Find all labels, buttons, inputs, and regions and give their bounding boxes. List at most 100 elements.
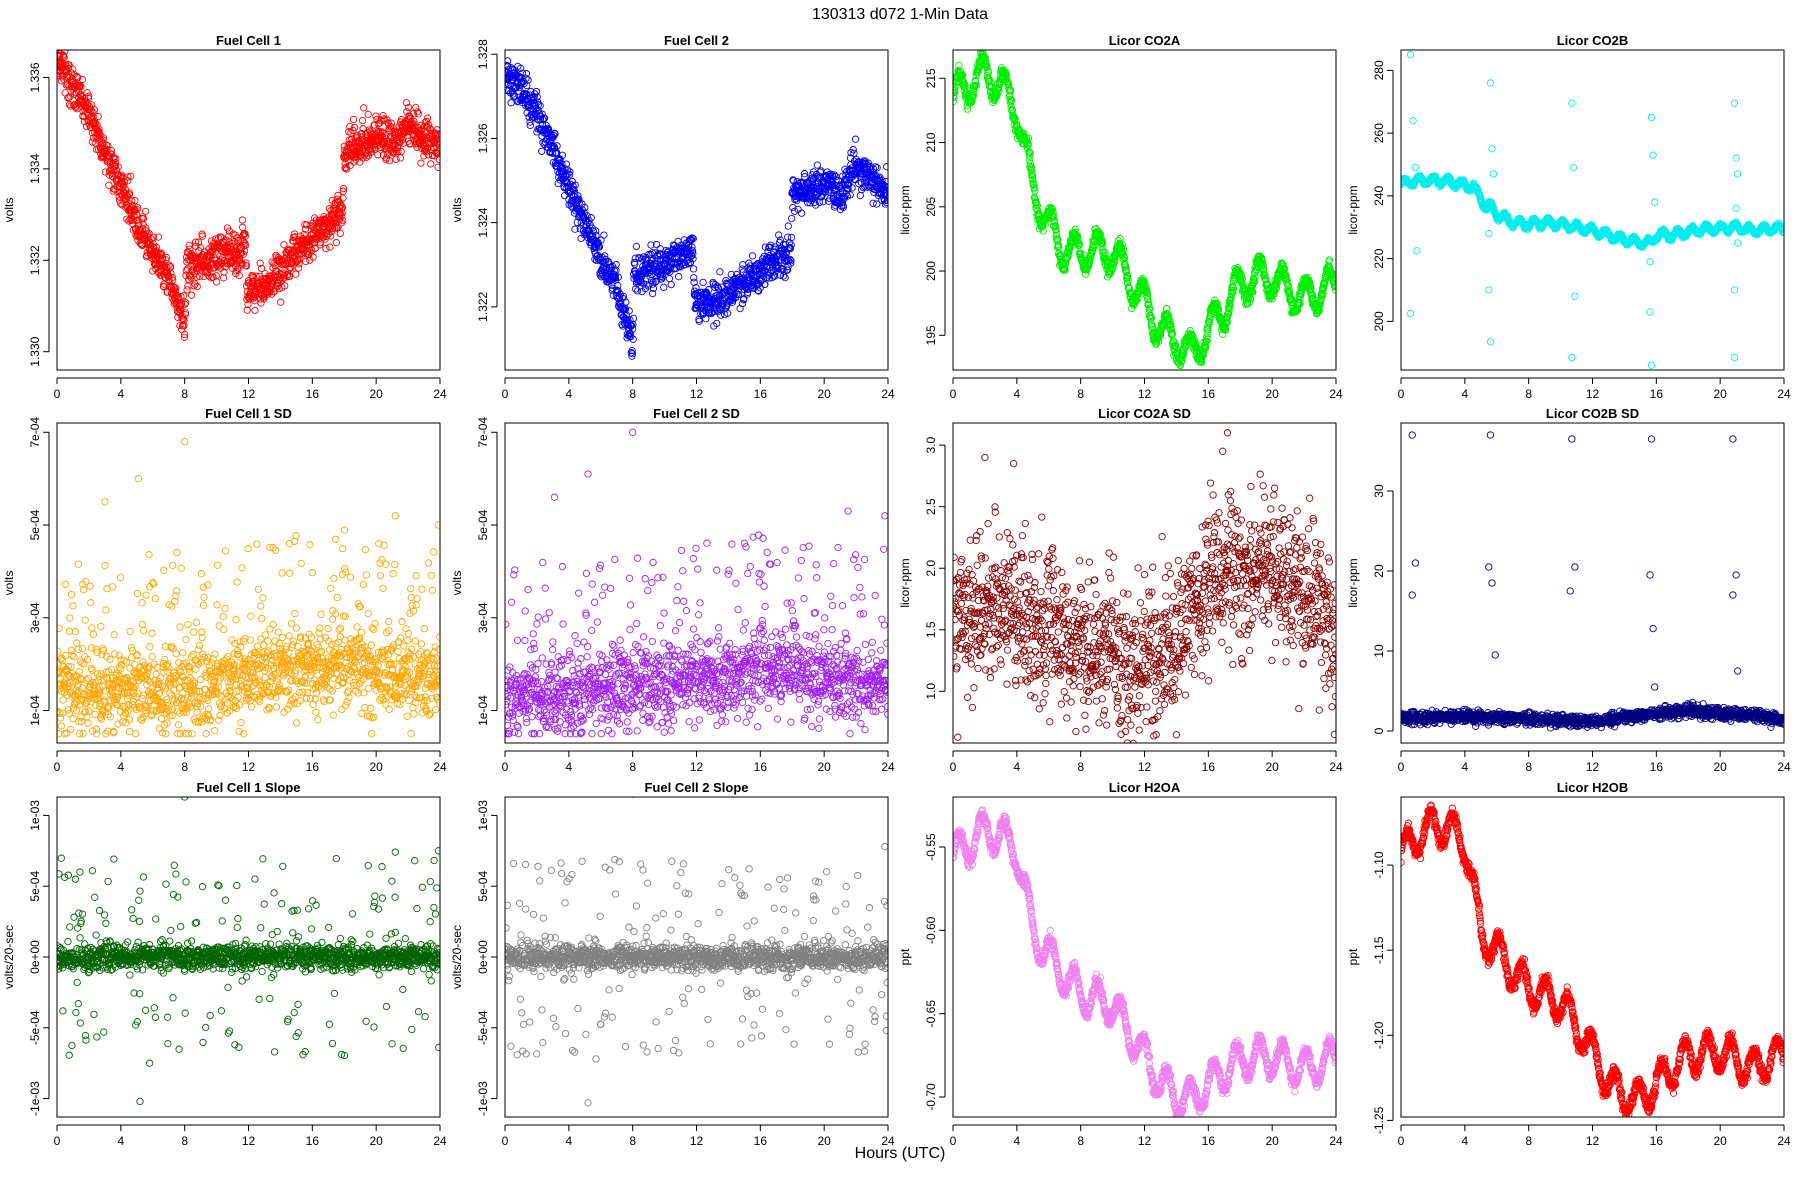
x-tick-label: 0 xyxy=(950,387,957,401)
data-point xyxy=(80,117,89,126)
x-tick-label: 16 xyxy=(306,387,320,401)
data-point xyxy=(326,243,334,251)
data-point xyxy=(1147,314,1156,322)
data-point xyxy=(1223,318,1231,327)
data-point xyxy=(397,147,405,156)
data-point xyxy=(165,261,173,269)
data-point xyxy=(614,282,622,290)
data-point xyxy=(629,314,638,323)
data-point xyxy=(59,52,68,60)
data-point xyxy=(1230,287,1238,295)
data-point xyxy=(1250,277,1258,285)
y-tick-label: 195 xyxy=(924,325,938,345)
data-point xyxy=(62,68,70,77)
data-point xyxy=(386,122,394,131)
data-point xyxy=(241,232,249,240)
data-point xyxy=(689,234,697,243)
data-point xyxy=(873,200,881,208)
data-point xyxy=(638,255,646,263)
data-point xyxy=(873,164,881,172)
data-point xyxy=(154,249,162,258)
data-point xyxy=(280,241,288,249)
panel-fc2: Fuel Cell 20 4 8 12 16 20 241.3221.3241.3261.3… xyxy=(450,33,895,401)
data-point xyxy=(1315,306,1323,315)
y-tick-label: 1.322 xyxy=(476,292,490,322)
x-axis: 0 4 8 12 16 20 24 xyxy=(950,377,1343,401)
data-point xyxy=(67,102,75,110)
data-point xyxy=(646,273,654,281)
data-point xyxy=(1305,278,1314,286)
data-point xyxy=(1171,341,1180,350)
data-point xyxy=(660,283,668,291)
data-point xyxy=(238,216,247,224)
data-point xyxy=(240,247,249,255)
data-point xyxy=(69,65,77,73)
data-point xyxy=(385,157,394,165)
data-point xyxy=(1297,289,1305,298)
figure-title: 130313 d072 1-Min Data xyxy=(812,6,988,23)
data-point xyxy=(625,307,633,315)
data-point xyxy=(320,225,328,234)
data-point xyxy=(206,265,214,273)
y-axis-label: licor-ppm xyxy=(898,185,912,234)
data-point xyxy=(294,264,303,272)
data-point xyxy=(991,92,1000,100)
data-point xyxy=(553,142,561,150)
data-point xyxy=(198,232,207,240)
data-point xyxy=(1213,299,1221,308)
x-tick-label: 4 xyxy=(117,387,124,401)
data-point xyxy=(374,151,382,159)
data-point xyxy=(1090,242,1098,250)
data-point xyxy=(189,265,198,273)
data-point xyxy=(627,321,636,330)
data-point xyxy=(65,93,73,101)
data-point xyxy=(1221,326,1230,334)
y-tick-label: 1.330 xyxy=(28,336,42,366)
data-point xyxy=(667,280,675,289)
data-point xyxy=(147,235,155,243)
data-point xyxy=(869,199,877,207)
data-point xyxy=(215,234,223,242)
data-point xyxy=(256,259,264,267)
data-point xyxy=(435,141,440,149)
data-point xyxy=(510,92,519,100)
data-point xyxy=(167,269,175,277)
data-point xyxy=(1168,330,1177,338)
data-point xyxy=(1035,210,1043,218)
data-point xyxy=(333,195,341,203)
data-point xyxy=(379,111,387,120)
data-point xyxy=(168,273,177,282)
data-point xyxy=(788,214,796,223)
data-point xyxy=(775,231,783,239)
data-point xyxy=(1028,172,1037,180)
data-point xyxy=(311,214,319,222)
data-point xyxy=(74,73,82,82)
data-point xyxy=(107,146,115,155)
data-point xyxy=(187,291,196,299)
data-point xyxy=(787,257,795,265)
data-point xyxy=(549,133,557,142)
data-point xyxy=(127,172,135,180)
x-tick-label: 12 xyxy=(242,387,256,401)
data-point xyxy=(180,333,189,341)
data-point xyxy=(626,329,634,338)
data-point xyxy=(690,278,698,286)
data-point xyxy=(1075,241,1083,249)
data-point xyxy=(727,270,735,279)
data-point xyxy=(295,251,303,259)
data-point xyxy=(139,215,148,223)
data-point xyxy=(1025,152,1034,160)
data-point xyxy=(511,72,520,80)
data-point xyxy=(1202,343,1210,351)
y-tick-label: 1.334 xyxy=(28,154,42,184)
data-point xyxy=(1154,337,1163,346)
x-axis: 0 4 8 12 16 20 24 xyxy=(54,377,447,401)
data-point xyxy=(387,119,395,127)
data-point xyxy=(524,76,532,84)
data-point xyxy=(1285,288,1293,297)
data-point xyxy=(801,173,809,181)
data-point xyxy=(185,275,193,284)
data-point xyxy=(339,184,348,193)
